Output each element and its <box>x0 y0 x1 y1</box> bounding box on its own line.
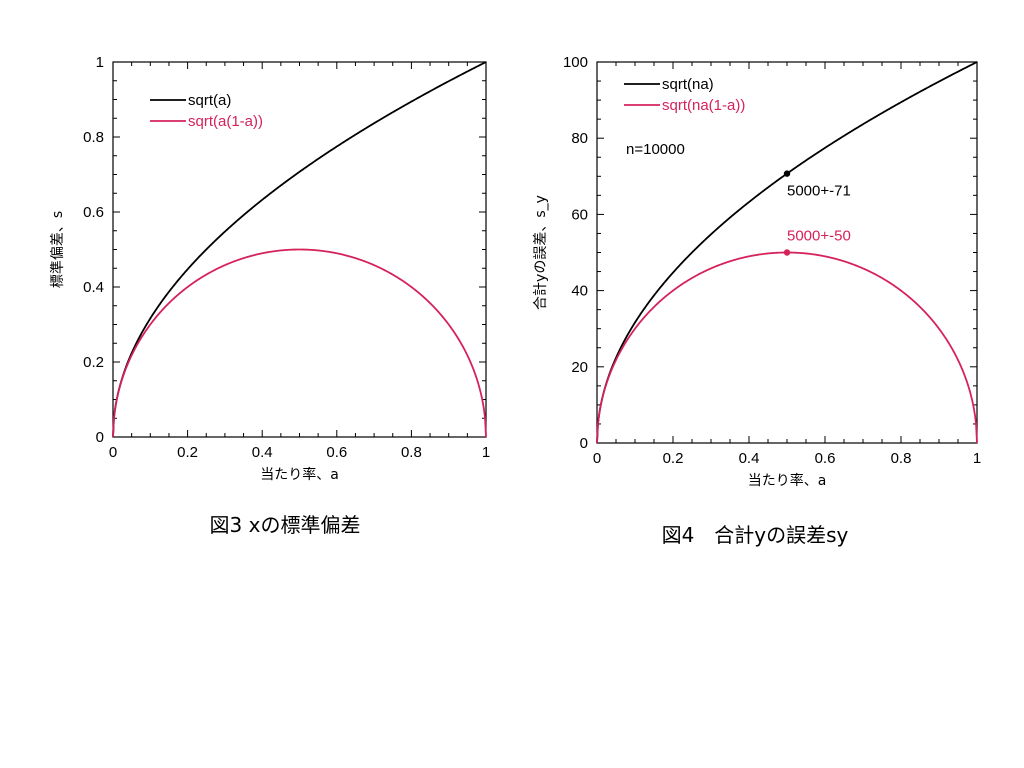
x-tick-label: 1 <box>482 444 490 461</box>
x-tick-label: 0 <box>109 444 117 461</box>
note-text: n=10000 <box>626 141 685 158</box>
x-tick-label: 0.4 <box>739 450 760 467</box>
chart-fig4: 0 0.2 0.4 0.6 0.8 1 0 20 40 60 80 100 当たり率、a 合計yの誤差、s… <box>533 54 981 547</box>
x-axis-label: 当たり率、a <box>748 472 827 489</box>
x-tick-label: 0.2 <box>177 444 198 461</box>
x-tick-label: 0.4 <box>252 444 273 461</box>
annotation-point <box>783 249 791 256</box>
series-line-sqrt(a(1-a)) <box>112 248 487 438</box>
y-tick-label: 0.4 <box>83 279 104 296</box>
y-tick-label: 60 <box>571 206 588 223</box>
x-tick-label: 0.2 <box>663 450 684 467</box>
x-tick-label: 0.8 <box>891 450 912 467</box>
x-tick-label: 1 <box>973 450 981 467</box>
figure-caption: 図4 合計yの誤差sy <box>662 523 849 547</box>
y-tick-label: 0.2 <box>83 354 104 371</box>
series-line-sqrt(na(1-a)) <box>596 251 978 444</box>
y-axis-label: 合計yの誤差、s_y <box>533 195 549 310</box>
y-tick-label: 40 <box>571 283 588 300</box>
y-tick-label: 0.8 <box>83 129 104 146</box>
x-axis-label: 当たり率、a <box>260 466 339 483</box>
annotation-label: 5000+-71 <box>787 183 851 200</box>
annotation-point <box>783 170 791 177</box>
figure-caption: 図3 xの標準偏差 <box>210 513 361 537</box>
legend-label: sqrt(na(1-a)) <box>662 97 745 114</box>
y-tick-label: 80 <box>571 130 588 147</box>
series-line-sqrt(a) <box>112 61 487 438</box>
legend-label: sqrt(a(1-a)) <box>188 113 263 130</box>
chart-fig3: 0 0.2 0.4 0.6 0.8 1 0 0.2 0.4 0.6 0.8 1 当たり率、a 標準偏差、s… <box>50 54 490 537</box>
y-tick-label: 0 <box>96 429 104 446</box>
y-tick-label: 1 <box>96 54 104 71</box>
y-tick-label: 0.6 <box>83 204 104 221</box>
annotation-label: 5000+-50 <box>787 228 851 245</box>
y-tick-label: 20 <box>571 359 588 376</box>
y-axis-label: 標準偏差、s <box>50 211 66 288</box>
legend-label: sqrt(a) <box>188 92 231 109</box>
legend-label: sqrt(na) <box>662 76 714 93</box>
x-tick-label: 0.8 <box>401 444 422 461</box>
x-tick-label: 0 <box>593 450 601 467</box>
x-tick-label: 0.6 <box>326 444 347 461</box>
x-tick-label: 0.6 <box>815 450 836 467</box>
y-tick-label: 0 <box>580 435 588 452</box>
y-tick-label: 100 <box>563 54 588 71</box>
